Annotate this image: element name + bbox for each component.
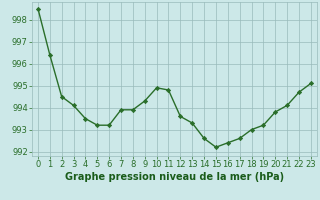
X-axis label: Graphe pression niveau de la mer (hPa): Graphe pression niveau de la mer (hPa) [65, 172, 284, 182]
